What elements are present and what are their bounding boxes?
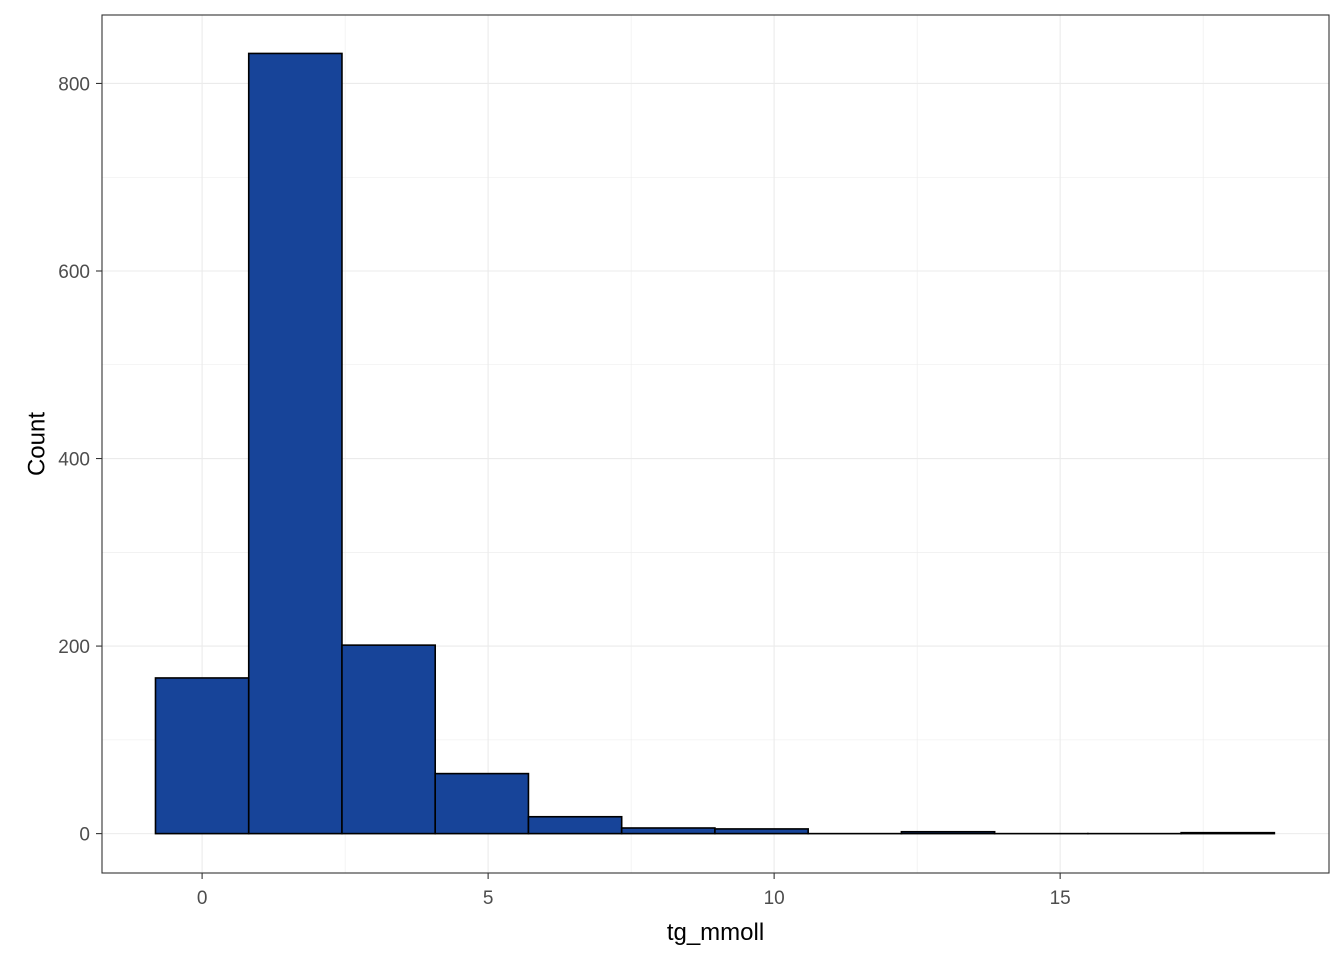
x-tick-label: 0 [197, 888, 208, 909]
histogram-bar-4 [434, 772, 530, 835]
histogram-bar-3 [341, 644, 437, 835]
histogram-bar-12 [1180, 831, 1276, 835]
y-axis-title: Count [23, 412, 50, 476]
y-tick-label: 0 [79, 825, 90, 846]
x-axis-ticks: 0 5 10 15 [197, 873, 1071, 909]
histogram-bars [154, 52, 1276, 835]
panel-border [101, 14, 1330, 874]
y-tick-label: 200 [58, 637, 90, 658]
histogram-bar-7 [714, 828, 809, 835]
x-tick-label: 5 [483, 888, 494, 909]
y-tick-label: 800 [58, 74, 90, 95]
y-tick-label: 400 [58, 450, 90, 471]
x-tick-label: 15 [1050, 888, 1071, 909]
x-axis-title: tg_mmoll [667, 919, 764, 946]
y-axis-ticks: 0 200 400 600 800 [58, 74, 102, 846]
histogram-bar-5 [527, 815, 623, 835]
histogram-bar-2 [247, 52, 343, 835]
y-tick-label: 600 [58, 262, 90, 283]
x-tick-label: 10 [764, 888, 785, 909]
histogram-bar-6 [620, 827, 716, 835]
histogram-bar-9 [900, 830, 996, 835]
histogram-bar-1 [154, 677, 250, 835]
